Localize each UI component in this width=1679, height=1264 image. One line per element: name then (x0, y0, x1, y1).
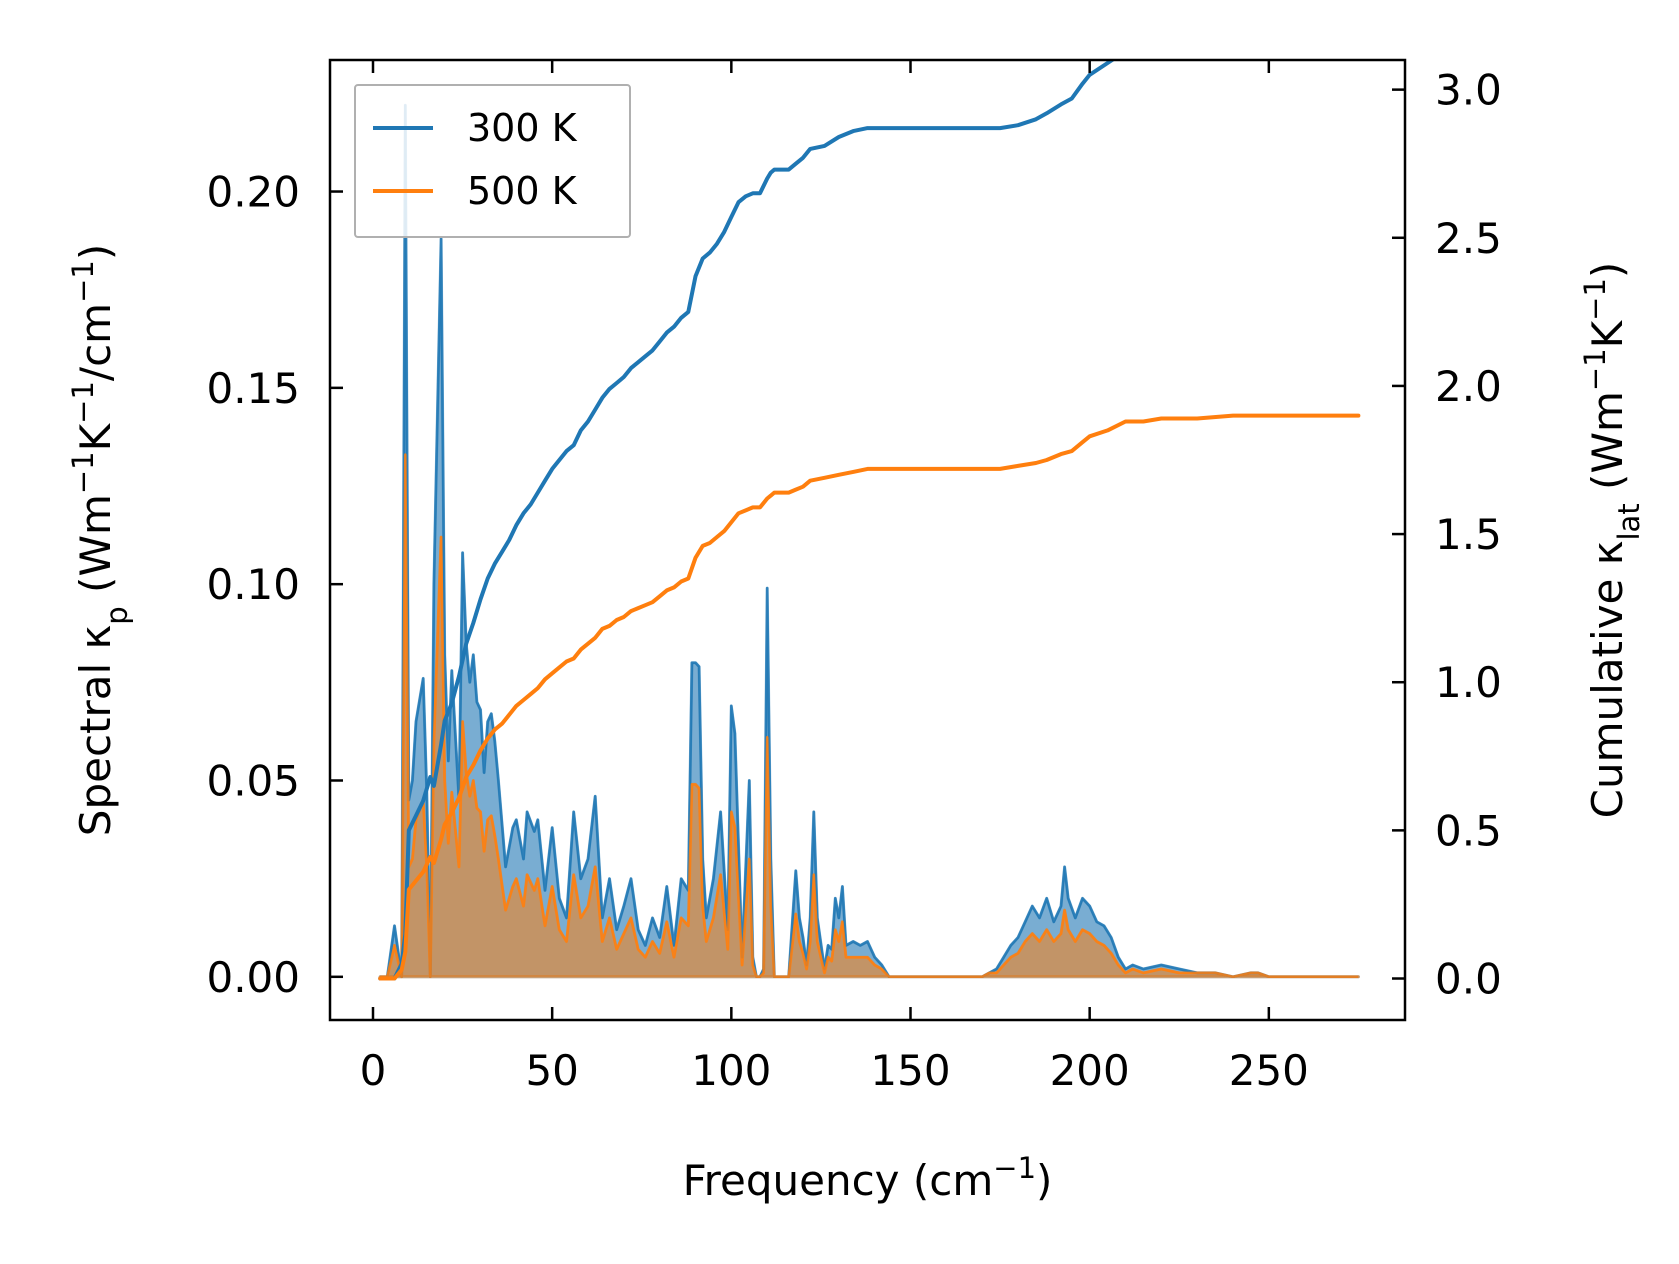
x-tick-label: 200 (1050, 1046, 1130, 1095)
y-left-axis-title-part: −1 (66, 260, 100, 303)
y-right-tick-label: 2.0 (1435, 362, 1502, 411)
y-left-axis-title-part: /cm (71, 303, 120, 381)
legend-box (354, 84, 631, 238)
y-right-axis-title-part: (Wm (1583, 391, 1632, 503)
y-left-tick-label: 0.10 (206, 560, 300, 609)
y-right-axis-title-part: −1 (1578, 278, 1612, 321)
y-left-tick-label: 0.00 (206, 953, 300, 1002)
y-left-axis-title-part: p (100, 606, 134, 624)
y-left-tick-label: 0.05 (206, 756, 300, 805)
x-axis-title-end: ) (1036, 1156, 1052, 1205)
x-tick-label: 250 (1229, 1046, 1309, 1095)
y-right-tick-label: 0.5 (1435, 806, 1502, 855)
y-right-axis-title-part: −1 (1578, 348, 1612, 391)
y-right-axis-title: Cumulative κlat (Wm−1K−1) (1578, 262, 1646, 819)
legend-label-500-k: 500 K (467, 169, 578, 213)
legend: 300 K 500 K (354, 84, 631, 238)
y-left-axis-title-part: (Wm (71, 494, 120, 606)
y-right-axis-title-part: K (1583, 319, 1632, 348)
cumulative-line-300-k (378, 60, 1116, 981)
y-left-axis-title-part: Spectral κ (71, 625, 120, 837)
axes-layer: 0 50 100 150 200 250 0.00 0.05 0.10 0.15 0.20 0.0 0.… (66, 58, 1646, 1205)
y-right-axis-title-text: Cumulative κlat (Wm−1K−1) (1578, 262, 1646, 819)
y-left-axis-title-part: −1 (66, 451, 100, 494)
legend-label-300-k: 300 K (467, 106, 578, 150)
x-tick-label: 0 (360, 1046, 387, 1095)
x-tick-label: 150 (870, 1046, 950, 1095)
y-left-tick-label: 0.20 (206, 168, 300, 217)
cumulative-line-500-k (378, 413, 1361, 981)
y-right-tick-label: 2.5 (1435, 214, 1502, 263)
plot-frame (328, 58, 1407, 1022)
x-tick-label: 50 (525, 1046, 578, 1095)
spectral-line-500-k (380, 453, 1359, 979)
series-layer (378, 60, 1361, 981)
y-left-tick-label: 0.15 (206, 364, 300, 413)
spectral-line-300-k (380, 103, 1359, 979)
y-right-tick-label: 3.0 (1435, 66, 1502, 115)
x-tick-label: 100 (691, 1046, 771, 1095)
y-left-axis-title-part: −1 (66, 381, 100, 424)
y-left-axis-title-part: ) (71, 244, 120, 260)
y-right-tick-label: 1.5 (1435, 510, 1502, 559)
x-axis-title: Frequency (cm−1) (683, 1151, 1053, 1205)
y-right-axis-title-part: lat (1612, 503, 1646, 540)
y-right-tick-label: 1.0 (1435, 658, 1502, 707)
y-right-tick-label: 0.0 (1435, 955, 1502, 1004)
y-left-axis-title-part: K (71, 422, 120, 451)
y-left-axis-title: Spectral κp (Wm−1K−1/cm−1) (66, 244, 134, 836)
y-right-axis-title-part: Cumulative κ (1583, 541, 1632, 819)
y-left-axis-title-text: Spectral κp (Wm−1K−1/cm−1) (66, 244, 134, 836)
x-axis-title-main: Frequency (cm (683, 1156, 994, 1205)
x-axis-title-sup: −1 (993, 1151, 1036, 1185)
y-right-axis-title-part: ) (1583, 262, 1632, 278)
